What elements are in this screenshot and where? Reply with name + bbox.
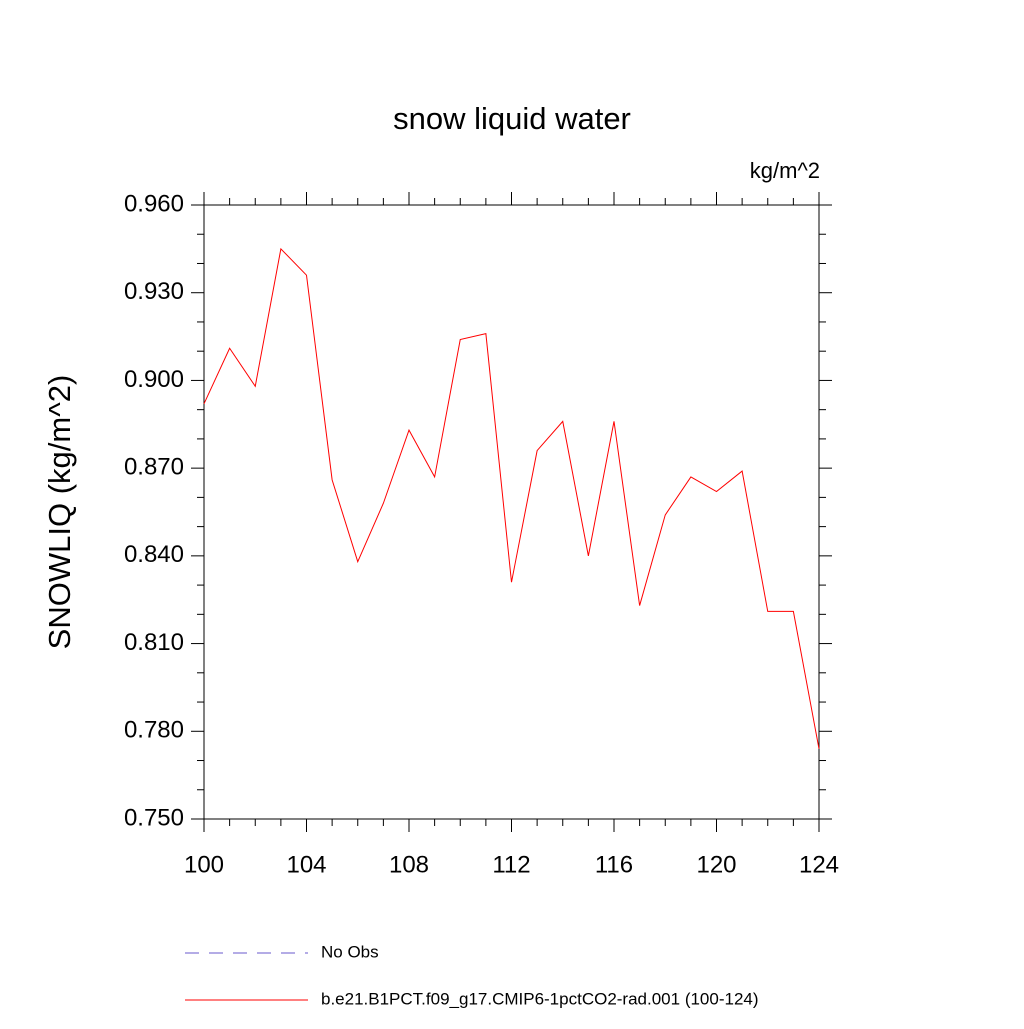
legend-label: b.e21.B1PCT.f09_g17.CMIP6-1pctCO2-rad.00…	[321, 989, 759, 1008]
chart-title: snow liquid water	[393, 101, 631, 136]
x-tick-label: 100	[184, 851, 224, 878]
y-tick-label: 0.930	[124, 278, 184, 305]
y-axis-label: SNOWLIQ (kg/m^2)	[42, 375, 77, 650]
y-tick-label: 0.810	[124, 629, 184, 656]
units-label: kg/m^2	[750, 158, 820, 183]
y-tick-label: 0.840	[124, 541, 184, 568]
legend-label: No Obs	[321, 942, 379, 961]
x-tick-label: 116	[595, 851, 633, 878]
y-tick-label: 0.900	[124, 366, 184, 393]
x-tick-label: 124	[799, 851, 839, 878]
y-tick-label: 0.780	[124, 717, 184, 744]
data-line	[203, 247, 820, 749]
plot-frame	[203, 204, 820, 820]
x-tick-label: 120	[696, 851, 736, 878]
y-tick-label: 0.750	[124, 804, 184, 831]
x-tick-label: 112	[492, 851, 530, 878]
x-tick-label: 108	[389, 851, 429, 878]
y-tick-label: 0.960	[124, 190, 184, 217]
x-tick-label: 104	[286, 851, 326, 878]
y-tick-label: 0.870	[124, 453, 184, 480]
